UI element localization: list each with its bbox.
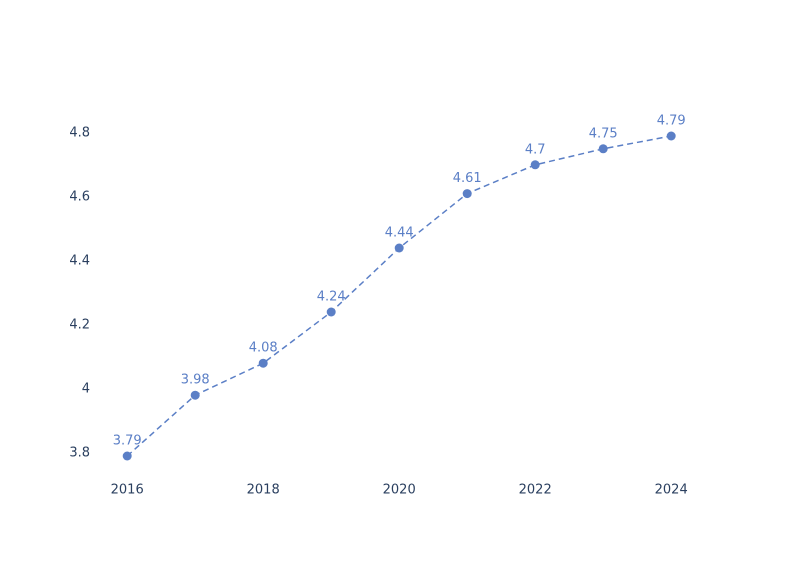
y-tick-label: 4.2 xyxy=(69,317,90,332)
data-label: 4.75 xyxy=(589,126,618,141)
marker xyxy=(598,144,608,154)
y-tick-label: 4 xyxy=(82,381,90,396)
y-tick-label: 3.8 xyxy=(69,445,90,460)
data-label: 3.98 xyxy=(181,373,210,388)
data-label: 4.08 xyxy=(249,341,278,356)
marker xyxy=(122,451,132,461)
marker xyxy=(530,160,540,170)
data-label: 3.79 xyxy=(113,434,142,449)
marker xyxy=(666,131,676,141)
y-tick-label: 4.4 xyxy=(69,253,90,268)
data-label: 4.7 xyxy=(525,142,546,157)
marker xyxy=(326,307,336,317)
y-tick-label: 4.8 xyxy=(69,125,90,140)
marker xyxy=(394,243,404,253)
x-tick-label: 2020 xyxy=(383,483,416,498)
x-tick-label: 2018 xyxy=(247,483,280,498)
data-label: 4.79 xyxy=(657,114,686,129)
marker xyxy=(462,189,472,199)
series-line xyxy=(126,135,672,457)
marker xyxy=(190,390,200,400)
data-label: 4.44 xyxy=(385,226,414,241)
data-label: 4.61 xyxy=(453,171,482,186)
y-tick-label: 4.6 xyxy=(69,189,90,204)
x-tick-label: 2016 xyxy=(111,483,144,498)
data-label: 4.24 xyxy=(317,290,346,305)
marker xyxy=(258,358,268,368)
x-tick-label: 2024 xyxy=(655,483,688,498)
x-tick-label: 2022 xyxy=(519,483,552,498)
